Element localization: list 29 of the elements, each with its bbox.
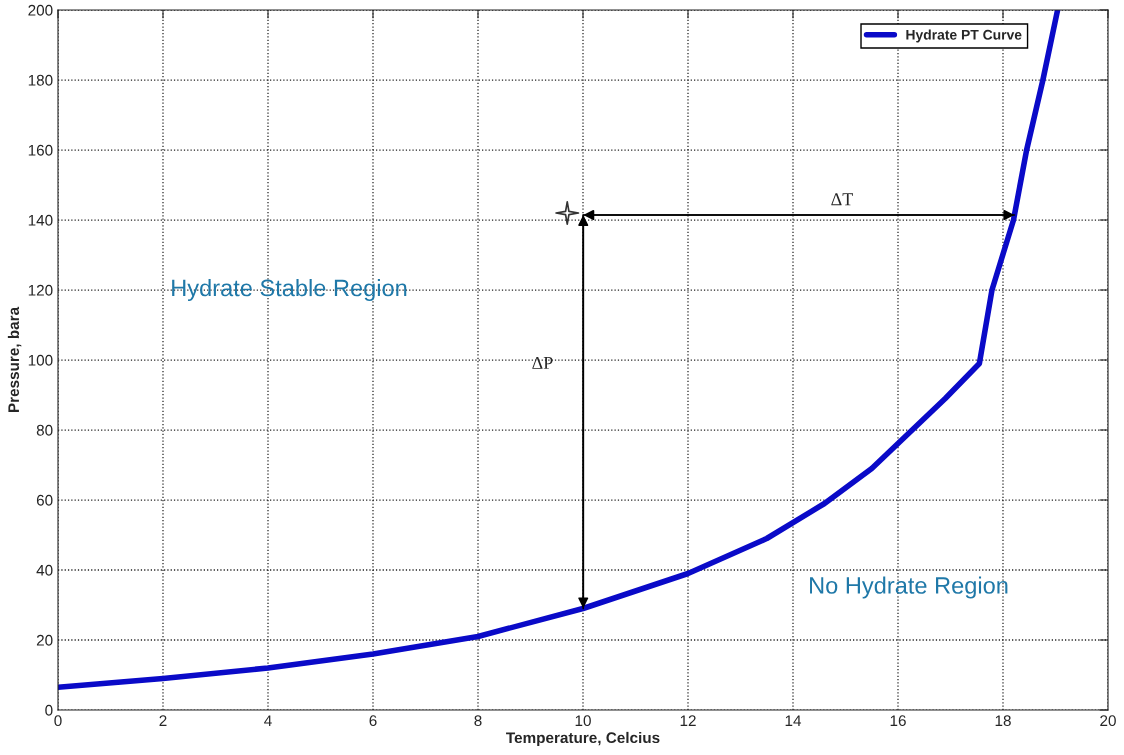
y-tick-label: 180 xyxy=(28,74,53,86)
x-tick-label: 12 xyxy=(680,715,696,726)
y-tick-label: 60 xyxy=(36,494,53,506)
annotation: Hydrate Stable Region xyxy=(172,279,407,302)
x-tick-label: 4 xyxy=(264,715,272,726)
x-tick-label: 2 xyxy=(159,715,167,726)
y-tick-label: 40 xyxy=(36,564,53,576)
annotation: No Hydrate Region xyxy=(810,576,1008,599)
x-axis-title: Temperature, Celcius xyxy=(506,731,660,747)
annotation: ΔT xyxy=(831,193,853,206)
y-tick-label: 100 xyxy=(28,354,53,366)
y-tick-label: 0 xyxy=(45,704,53,716)
y-tick-label: 20 xyxy=(36,634,53,646)
legend-label: Hydrate PT Curve xyxy=(906,29,1022,43)
y-tick-label: 200 xyxy=(28,4,53,16)
x-tick-label: 6 xyxy=(369,715,377,727)
y-tick-label: 80 xyxy=(36,424,53,436)
y-tick-label: 120 xyxy=(28,284,53,296)
x-tick-label: 10 xyxy=(575,715,591,727)
x-tick-label: 18 xyxy=(995,715,1011,727)
x-tick-label: 8 xyxy=(474,715,482,727)
x-tick-label: 16 xyxy=(890,715,906,727)
y-tick-label: 160 xyxy=(28,144,53,156)
annotation: ΔP xyxy=(532,356,553,369)
y-axis-title: Pressure, bara xyxy=(7,306,22,413)
x-tick-label: 0 xyxy=(54,715,62,727)
x-tick-label: 20 xyxy=(1100,715,1116,727)
y-tick-label: 140 xyxy=(28,214,53,226)
x-tick-label: 14 xyxy=(785,715,802,726)
